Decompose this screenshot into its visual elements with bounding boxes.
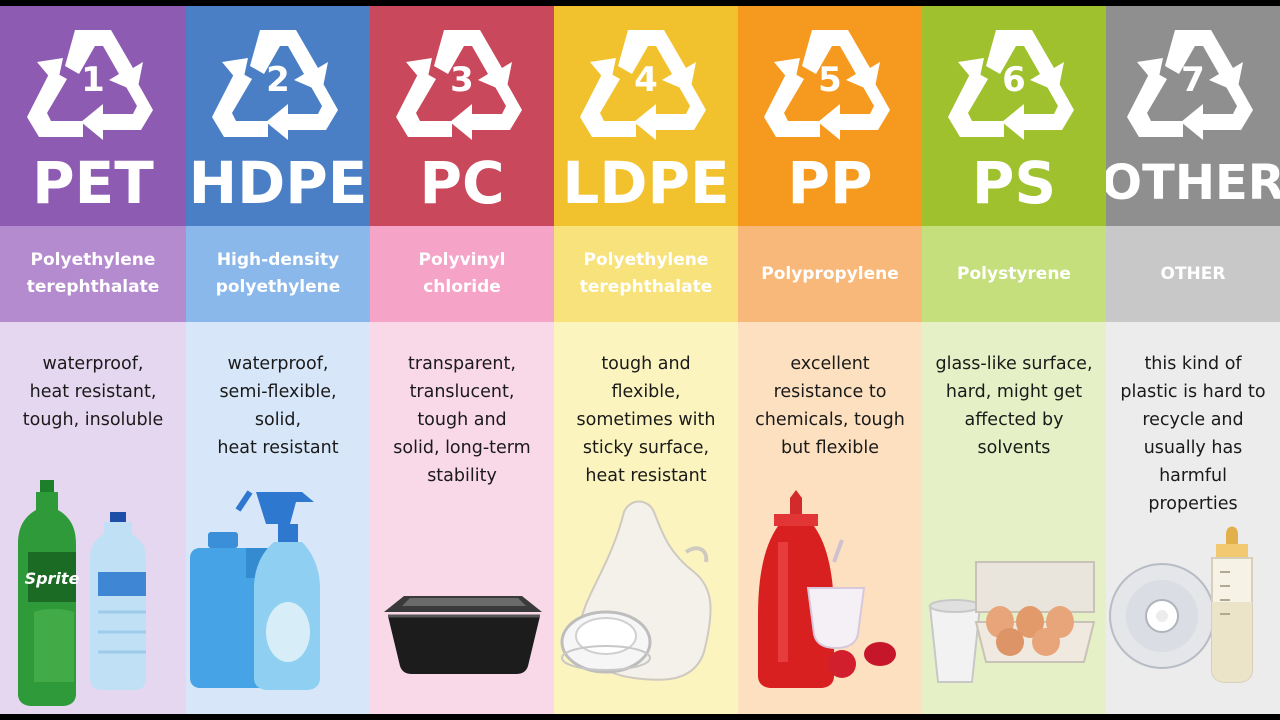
resin-details: this kind of plastic is hard to recycle …: [1106, 322, 1280, 714]
resin-name-band: Polyethylene terephthalate: [0, 226, 186, 322]
resin-name-band: Polyvinyl chloride: [370, 226, 554, 322]
resin-abbreviation: PET: [32, 149, 154, 217]
column-header: 4 LDPE: [554, 6, 738, 226]
detergent-bottles-icon: [186, 472, 370, 712]
egg-carton-icon: [922, 472, 1106, 712]
resin-details: tough and flexible, sometimes with stick…: [554, 322, 738, 714]
resin-number: 2: [266, 60, 290, 100]
resin-description: excellent resistance to chemicals, tough…: [755, 354, 905, 458]
resin-name: Polypropylene: [761, 263, 899, 284]
column-pc: 3 PC Polyvinyl chloride transparent, tra…: [370, 6, 554, 714]
ketchup-bottle-icon: [738, 472, 922, 712]
resin-name: Polystyrene: [957, 263, 1071, 284]
plastic-bag-icon: [554, 472, 738, 712]
resin-abbreviation: PP: [787, 149, 873, 217]
column-hdpe: 2 HDPE High-density polyethylene waterpr…: [186, 6, 370, 714]
column-header: 2 HDPE: [186, 6, 370, 226]
resin-name: OTHER: [1160, 263, 1226, 284]
recycle-symbol-icon: [760, 20, 900, 140]
resin-number: 7: [1181, 60, 1205, 100]
resin-abbreviation: HDPE: [188, 149, 368, 217]
column-header: 7 OTHER: [1106, 6, 1280, 226]
resin-abbreviation: LDPE: [562, 149, 730, 217]
resin-name: Polyvinyl chloride: [418, 250, 506, 297]
column-pp: 5 PP Polypropylene excellent resistance …: [738, 6, 922, 714]
resin-abbreviation: PS: [971, 149, 1057, 217]
resin-number: 4: [634, 60, 658, 100]
resin-name: High-density polyethylene: [215, 250, 341, 297]
resin-number: 5: [818, 60, 842, 100]
resin-description: waterproof, heat resistant, tough, insol…: [22, 354, 164, 430]
resin-name: Polyethylene terephthalate: [579, 250, 713, 297]
food-container-icon: [370, 472, 554, 712]
plastic-types-chart: 1 PET Polyethylene terephthalate waterpr…: [0, 6, 1280, 714]
svg-text:Sprite: Sprite: [25, 569, 80, 588]
resin-name-band: Polyethylene terephthalate: [554, 226, 738, 322]
resin-description: tough and flexible, sometimes with stick…: [576, 354, 716, 486]
recycle-symbol-icon: [576, 20, 716, 140]
recycle-symbol-icon: [23, 20, 163, 140]
resin-details: transparent, translucent, tough and soli…: [370, 322, 554, 714]
resin-details: excellent resistance to chemicals, tough…: [738, 322, 922, 714]
resin-name-band: Polypropylene: [738, 226, 922, 322]
bottles-icon: Sprite: [0, 472, 186, 712]
column-other: 7 OTHER OTHER this kind of plastic is ha…: [1106, 6, 1280, 714]
resin-details: waterproof, heat resistant, tough, insol…: [0, 322, 186, 714]
resin-name-band: Polystyrene: [922, 226, 1106, 322]
resin-number: 3: [450, 60, 474, 100]
resin-number: 6: [1002, 60, 1026, 100]
column-ldpe: 4 LDPE Polyethylene terephthalate tough …: [554, 6, 738, 714]
column-header: 1 PET: [0, 6, 186, 226]
resin-description: glass-like surface, hard, might get affe…: [935, 354, 1093, 458]
recycle-symbol-icon: [208, 20, 348, 140]
resin-description: transparent, translucent, tough and soli…: [393, 354, 531, 486]
resin-description: this kind of plastic is hard to recycle …: [1120, 354, 1266, 514]
resin-details: waterproof, semi-flexible, solid, heat r…: [186, 322, 370, 714]
recycle-symbol-icon: [944, 20, 1084, 140]
resin-abbreviation: PC: [419, 149, 505, 217]
resin-name-band: High-density polyethylene: [186, 226, 370, 322]
recycle-symbol-icon: [392, 20, 532, 140]
cd-and-baby-bottle-icon: [1106, 472, 1280, 712]
resin-abbreviation: OTHER: [1106, 155, 1280, 211]
resin-description: waterproof, semi-flexible, solid, heat r…: [217, 354, 339, 458]
column-header: 3 PC: [370, 6, 554, 226]
column-pet: 1 PET Polyethylene terephthalate waterpr…: [0, 6, 186, 714]
resin-name: Polyethylene terephthalate: [26, 250, 160, 297]
resin-number: 1: [81, 60, 105, 100]
column-header: 5 PP: [738, 6, 922, 226]
resin-name-band: OTHER: [1106, 226, 1280, 322]
column-header: 6 PS: [922, 6, 1106, 226]
recycle-symbol-icon: [1123, 20, 1263, 140]
column-ps: 6 PS Polystyrene glass-like surface, har…: [922, 6, 1106, 714]
resin-details: glass-like surface, hard, might get affe…: [922, 322, 1106, 714]
